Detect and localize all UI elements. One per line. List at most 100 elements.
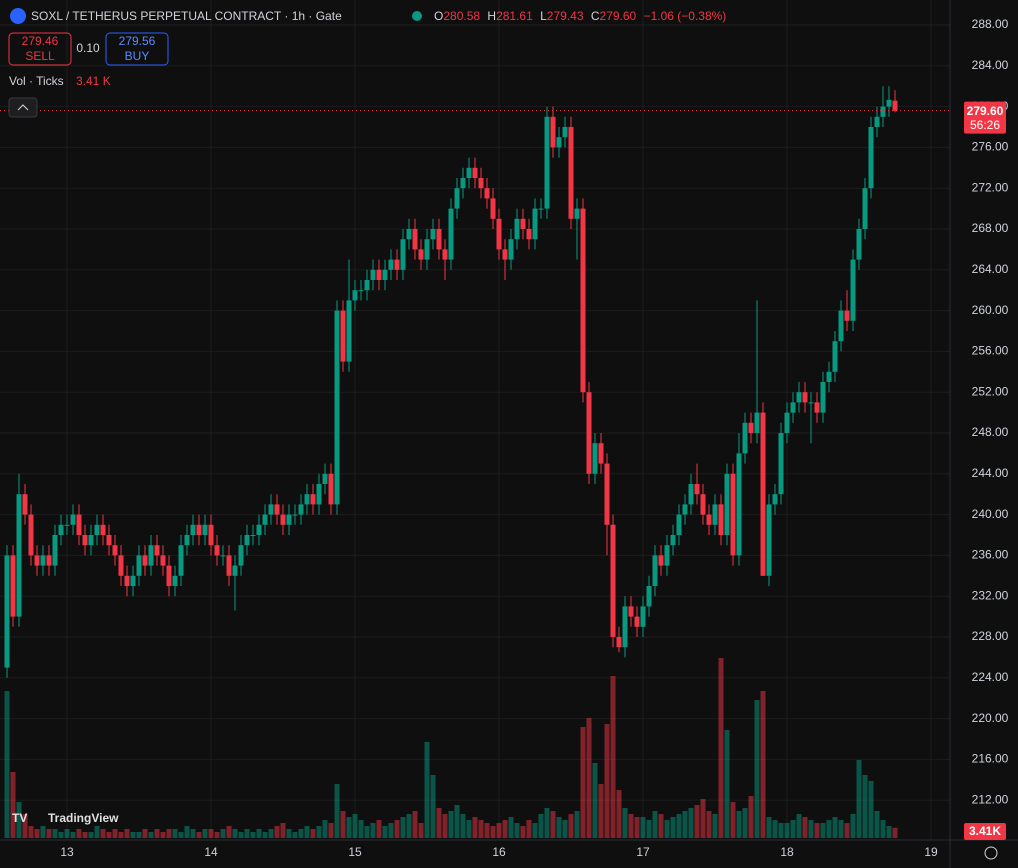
h-value: 281.61: [496, 9, 533, 23]
volume-bar: [712, 814, 718, 838]
y-tick-label: 288.00: [972, 17, 1009, 31]
volume-bar: [34, 829, 40, 838]
candle-body: [184, 535, 190, 546]
candle-body: [766, 504, 772, 576]
volume-bar: [292, 832, 298, 838]
candle-body: [742, 422, 748, 454]
candle-body: [262, 514, 268, 525]
candle-body: [574, 208, 580, 219]
volume-bar: [244, 829, 250, 838]
collapse-button[interactable]: [8, 97, 38, 118]
volume-bar: [418, 823, 424, 838]
y-tick-label: 228.00: [972, 629, 1009, 643]
spread: 0.10: [76, 41, 100, 55]
candle-body: [658, 555, 664, 566]
volume-bar: [724, 730, 730, 838]
candle-body: [796, 392, 802, 403]
candle-body: [670, 535, 676, 546]
candle-body: [244, 535, 250, 546]
volume-bar: [472, 817, 478, 838]
candle-body: [178, 545, 184, 576]
volume-bar: [766, 817, 772, 838]
candle-body: [142, 555, 148, 566]
volume-bar: [838, 820, 844, 838]
volume-bar: [322, 820, 328, 838]
volume-bar: [52, 829, 58, 838]
candle-body: [88, 535, 94, 546]
candle-body: [268, 504, 274, 515]
candle-body: [568, 127, 574, 219]
buy-price: 279.56: [119, 34, 156, 48]
candle-body: [328, 473, 334, 505]
candle-body: [370, 269, 376, 280]
candle-body: [676, 514, 682, 535]
candle-body: [214, 545, 220, 556]
sell-price: 279.46: [22, 34, 59, 48]
buy-button[interactable]: [105, 32, 169, 66]
candle-body: [148, 545, 154, 566]
countdown: 56:26: [970, 118, 1000, 132]
candle-body: [886, 99, 892, 107]
candle-body: [10, 555, 16, 617]
volume-bar: [40, 826, 46, 838]
settings-icon[interactable]: [984, 846, 998, 860]
candle-body: [592, 443, 598, 474]
candle-body: [40, 555, 46, 566]
ohlc: O280.58 H281.61 L279.43 C279.60 −1.06 (−…: [434, 9, 726, 23]
x-tick-label: 19: [924, 845, 938, 859]
candle-body: [892, 100, 898, 111]
volume-bar: [460, 814, 466, 838]
volume-bar: [622, 808, 628, 838]
symbol-icon: [10, 8, 26, 24]
change: −1.06 (−0.38%): [644, 9, 727, 23]
candle-body: [478, 178, 484, 189]
candle-body: [310, 494, 316, 505]
candle-body: [382, 269, 388, 280]
candle-body: [814, 402, 820, 413]
candle-body: [730, 473, 736, 556]
candle-body: [688, 484, 694, 505]
volume-bar: [868, 781, 874, 838]
candle-body: [748, 422, 754, 433]
volume-bar: [118, 832, 124, 838]
volume-bar: [562, 820, 568, 838]
volume-bar: [580, 727, 586, 838]
candle-body: [472, 167, 478, 178]
volume-bar: [76, 829, 82, 838]
candle-body: [616, 637, 622, 648]
y-tick-label: 232.00: [972, 588, 1009, 602]
volume-bar: [112, 829, 118, 838]
volume-bar: [310, 829, 316, 838]
volume-bar: [586, 718, 592, 838]
c-value: 279.60: [600, 9, 637, 23]
collapse-icon: [17, 104, 29, 111]
candle-body: [334, 310, 340, 505]
candle-body: [874, 116, 880, 127]
sell-button[interactable]: [8, 32, 72, 66]
candle-body: [274, 504, 280, 515]
x-tick-label: 18: [780, 845, 794, 859]
volume-bar: [676, 814, 682, 838]
volume-bar: [736, 811, 742, 838]
candle-body: [220, 555, 226, 557]
volume-bar: [616, 790, 622, 838]
candle-body: [160, 555, 166, 566]
candle-body: [712, 504, 718, 525]
y-tick-label: 220.00: [972, 711, 1009, 725]
candle-body: [286, 514, 292, 525]
candle-body: [436, 229, 442, 250]
volume-bar: [58, 832, 64, 838]
candle-body: [304, 494, 310, 505]
volume-bar: [46, 829, 52, 838]
candle-body: [154, 545, 160, 556]
volume-bar: [232, 829, 238, 838]
axes: 288.00284.00280.00276.00272.00268.00264.…: [60, 17, 1008, 859]
y-tick-label: 252.00: [972, 384, 1009, 398]
y-tick-label: 224.00: [972, 670, 1009, 684]
volume-title: Vol · Ticks: [9, 74, 64, 88]
volume-bar: [844, 823, 850, 838]
volume-bar: [82, 832, 88, 838]
candle-body: [694, 484, 700, 495]
y-tick-label: 244.00: [972, 466, 1009, 480]
y-tick-label: 236.00: [972, 548, 1009, 562]
